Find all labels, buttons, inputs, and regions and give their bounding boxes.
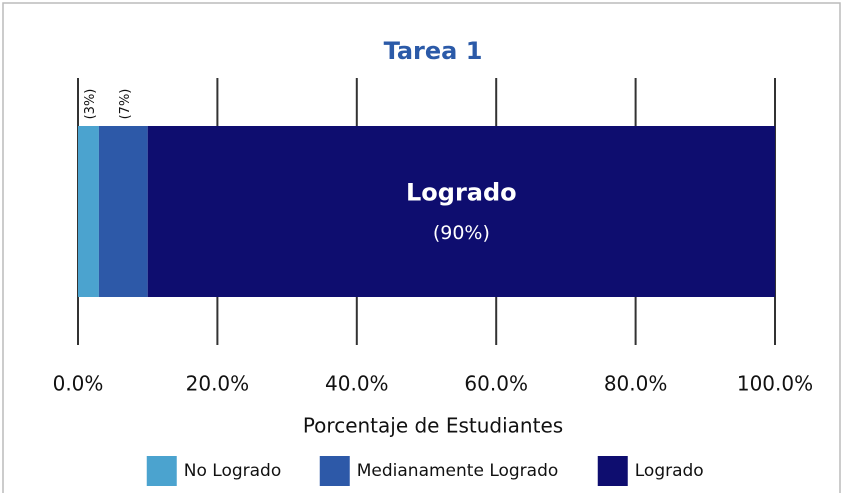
- value-label: (7%): [118, 89, 133, 120]
- x-axis-label: Porcentaje de Estudiantes: [303, 414, 563, 438]
- bar-segment: [147, 126, 775, 297]
- segment-name: Logrado: [406, 179, 517, 207]
- chart-title: Tarea 1: [384, 37, 483, 65]
- bar-segment: [78, 126, 99, 297]
- legend-swatch: [319, 456, 350, 486]
- value-label: (3%): [83, 89, 98, 120]
- bar-segment: [98, 126, 148, 297]
- legend-label: Logrado: [635, 461, 704, 481]
- value-label: (90%): [433, 222, 490, 244]
- x-tick-label: 60.0%: [464, 372, 528, 396]
- x-tick-label: 20.0%: [186, 372, 250, 396]
- x-tick-label: 0.0%: [53, 372, 104, 396]
- legend-swatch: [597, 456, 628, 486]
- legend-swatch: [146, 456, 177, 486]
- legend-label: No Logrado: [184, 461, 281, 481]
- x-tick-label: 80.0%: [604, 372, 668, 396]
- legend-label: Medianamente Logrado: [357, 461, 559, 481]
- x-tick-label: 100.0%: [737, 372, 813, 396]
- x-tick-label: 40.0%: [325, 372, 389, 396]
